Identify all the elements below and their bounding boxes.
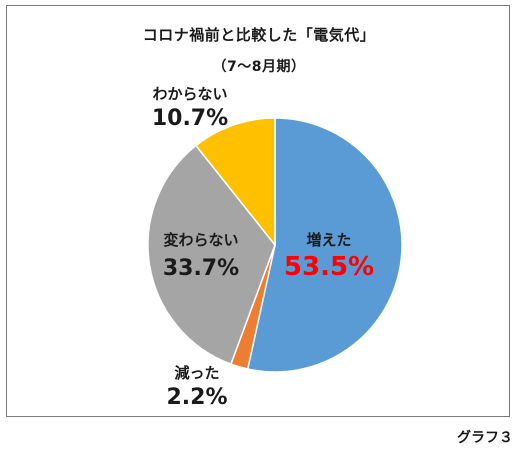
- chart-frame: コロナ禍前と比較した「電気代」 （7～8月期） 増えた 53.5% 減った 2.2% 変…: [6, 5, 510, 417]
- chart-subtitle: （7～8月期）: [212, 59, 306, 75]
- pie-slice-3: [194, 117, 276, 248]
- slice-label-1: 減った: [174, 364, 219, 382]
- chart-title: コロナ禍前と比較した「電気代」: [142, 26, 376, 44]
- slice-value-0: 53.5%: [284, 252, 374, 282]
- figure-caption: グラフ３: [457, 430, 513, 446]
- pie-chart: 増えた 53.5% 減った 2.2% 変わらない 33.7% わからない 10.7%: [147, 85, 403, 410]
- pie-slice-2: [147, 144, 276, 366]
- pie-slice-0: [246, 117, 403, 373]
- slice-value-2: 33.7%: [163, 256, 239, 281]
- slice-label-0: 増えた: [306, 231, 351, 249]
- slice-label-2: 変わらない: [163, 231, 238, 249]
- slice-value-1: 2.2%: [166, 385, 227, 410]
- slice-value-3: 10.7%: [152, 106, 228, 131]
- slice-label-3: わからない: [152, 85, 227, 103]
